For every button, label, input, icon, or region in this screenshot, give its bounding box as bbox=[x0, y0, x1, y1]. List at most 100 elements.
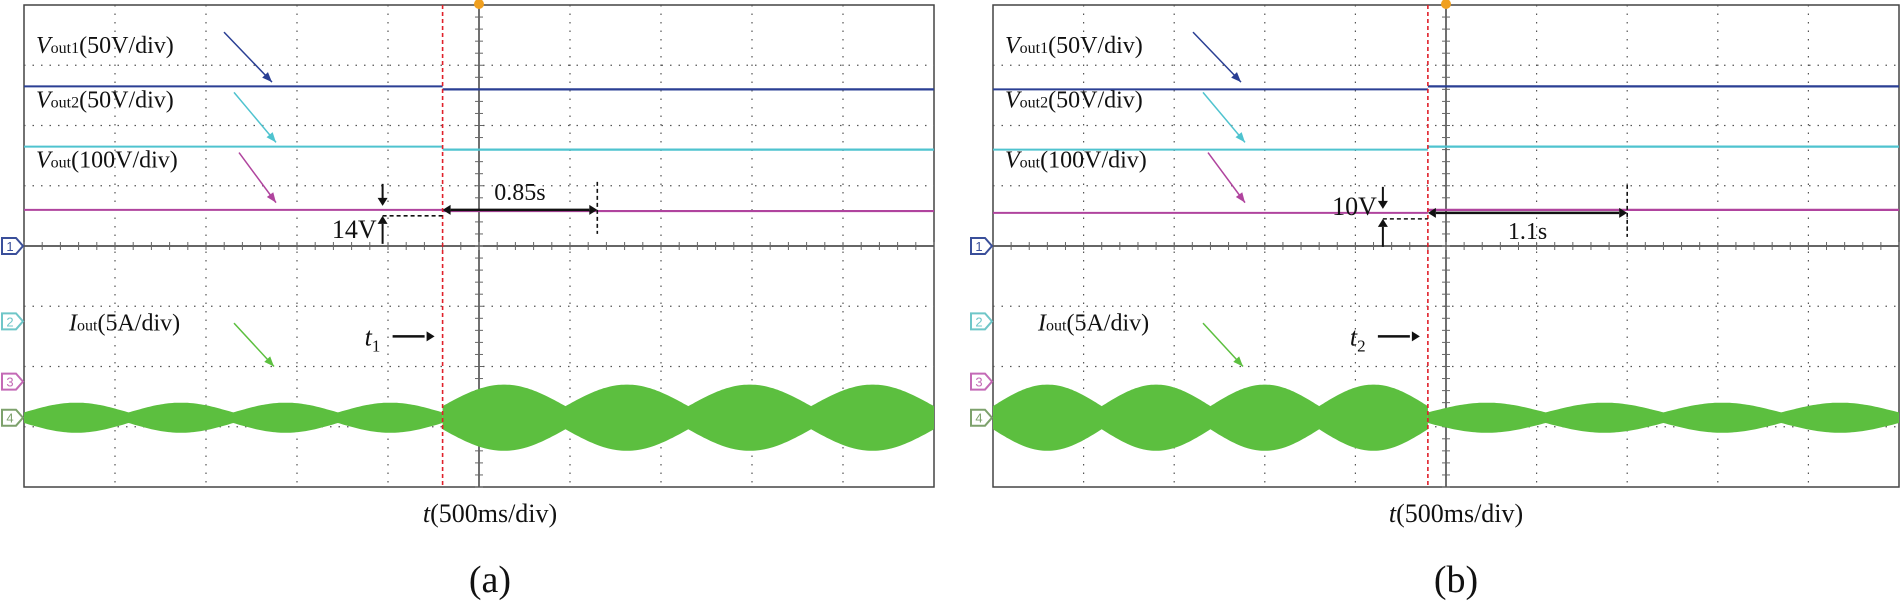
channel-marker-label: 4 bbox=[975, 411, 982, 426]
x-axis-label-var: t bbox=[423, 499, 431, 528]
trace-iout-pre bbox=[24, 402, 443, 433]
event-label-main: t bbox=[365, 322, 373, 351]
dv-arrow-top-head bbox=[377, 197, 388, 206]
dv-arrow-bottom-head bbox=[1377, 218, 1388, 227]
x-axis-label-unit: (500ms/div) bbox=[430, 499, 557, 528]
trace-iout-pre bbox=[993, 384, 1428, 451]
series-label-vout1: Vout1(50V/div) bbox=[1005, 33, 1143, 59]
series-pointer-line bbox=[1202, 91, 1246, 143]
series-pointer-head bbox=[1235, 192, 1245, 203]
series-pointer-head bbox=[1233, 356, 1243, 367]
series-label-iout: Iout(5A/div) bbox=[68, 310, 180, 336]
series-label-sub: out2 bbox=[1020, 94, 1048, 111]
series-label-sub: out bbox=[1046, 317, 1067, 334]
series-label-vout2: Vout2(50V/div) bbox=[1005, 87, 1143, 113]
series-label-main: V bbox=[36, 33, 53, 59]
series-label-main: V bbox=[1005, 148, 1022, 174]
panel-a: 1234Vout1(50V/div)Vout2(50V/div)Vout(100… bbox=[1, 0, 935, 601]
series-label-unit: (100V/div) bbox=[1040, 148, 1147, 174]
channel-marker-label: 1 bbox=[975, 239, 982, 254]
channel-marker-2 bbox=[970, 312, 994, 331]
series-label-unit: (50V/div) bbox=[79, 87, 174, 113]
series-pointer-line bbox=[1192, 31, 1242, 83]
series-label-vout2: Vout2(50V/div) bbox=[36, 87, 174, 113]
series-label-vout: Vout(100V/div) bbox=[1005, 148, 1147, 174]
series-pointer-head bbox=[262, 72, 272, 83]
series-pointer-head bbox=[266, 192, 276, 203]
dt-label: 1.1s bbox=[1508, 219, 1547, 245]
channel-marker-label: 3 bbox=[6, 375, 13, 390]
series-label-unit: (50V/div) bbox=[1048, 87, 1143, 113]
trigger-marker bbox=[1441, 0, 1451, 9]
series-label-main: V bbox=[36, 148, 53, 174]
event-arrow-head bbox=[1411, 331, 1420, 342]
series-pointer-line bbox=[1207, 152, 1246, 204]
series-label-iout: Iout(5A/div) bbox=[1037, 310, 1149, 336]
x-axis-label-var: t bbox=[1389, 499, 1397, 528]
series-label-main: I bbox=[1037, 310, 1047, 336]
trace-iout-post bbox=[442, 384, 934, 451]
channel-marker-label: 2 bbox=[6, 314, 13, 329]
channel-marker-3 bbox=[1, 372, 25, 391]
series-label-sub: out1 bbox=[51, 40, 79, 57]
trigger-marker bbox=[474, 0, 484, 9]
series-pointer-line bbox=[223, 31, 273, 83]
series-label-sub: out bbox=[51, 155, 72, 172]
series-label-unit: (50V/div) bbox=[79, 33, 174, 59]
channel-marker-label: 1 bbox=[6, 239, 13, 254]
series-label-unit: (100V/div) bbox=[71, 148, 178, 174]
panel-label: (a) bbox=[469, 559, 511, 601]
x-axis-label: t(500ms/div) bbox=[1389, 499, 1523, 528]
trace-iout-post bbox=[1427, 402, 1899, 433]
series-pointer-line bbox=[233, 91, 277, 143]
event-label-sub: 1 bbox=[372, 336, 381, 355]
x-axis-label: t(500ms/div) bbox=[423, 499, 557, 528]
series-pointer-line bbox=[238, 152, 277, 204]
series-label-unit: (5A/div) bbox=[97, 310, 180, 336]
series-label-sub: out1 bbox=[1020, 40, 1048, 57]
dt-arrow-head-right bbox=[1619, 207, 1628, 218]
event-arrow-head bbox=[426, 331, 435, 342]
event-label: t1 bbox=[365, 322, 381, 355]
event-label-main: t bbox=[1350, 322, 1358, 351]
dv-arrow-top-head bbox=[1377, 200, 1388, 209]
series-label-sub: out2 bbox=[51, 94, 79, 111]
channel-marker-2 bbox=[1, 312, 25, 331]
dv-label: 10V bbox=[1332, 192, 1377, 221]
panel-b: 1234Vout1(50V/div)Vout2(50V/div)Vout(100… bbox=[970, 0, 1900, 601]
series-label-main: V bbox=[1005, 87, 1022, 113]
channel-marker-label: 2 bbox=[975, 314, 982, 329]
channel-marker-1 bbox=[970, 237, 994, 255]
channel-marker-4 bbox=[1, 408, 25, 427]
dt-arrow-head-right bbox=[589, 204, 598, 215]
series-pointer-head bbox=[264, 356, 274, 367]
panel-label: (b) bbox=[1434, 559, 1478, 601]
channel-marker-1 bbox=[1, 237, 25, 255]
series-label-main: I bbox=[68, 310, 78, 336]
series-pointer-head bbox=[1231, 72, 1241, 83]
dv-arrow-bottom-head bbox=[377, 215, 388, 224]
series-label-unit: (5A/div) bbox=[1066, 310, 1149, 336]
series-label-vout: Vout(100V/div) bbox=[36, 148, 178, 174]
event-label: t2 bbox=[1350, 322, 1366, 355]
channel-marker-4 bbox=[970, 408, 994, 427]
x-axis-label-unit: (500ms/div) bbox=[1396, 499, 1523, 528]
event-label-sub: 2 bbox=[1357, 336, 1366, 355]
dv-label: 14V bbox=[332, 215, 377, 244]
series-label-sub: out bbox=[77, 317, 98, 334]
series-pointer-head bbox=[1235, 132, 1245, 143]
dt-arrow-head-left bbox=[1427, 207, 1436, 218]
dt-label: 0.85s bbox=[494, 180, 545, 206]
channel-marker-3 bbox=[970, 372, 994, 391]
series-label-sub: out bbox=[1020, 155, 1041, 172]
dt-arrow-head-left bbox=[442, 204, 451, 215]
channel-marker-label: 4 bbox=[6, 411, 13, 426]
series-label-unit: (50V/div) bbox=[1048, 33, 1143, 59]
series-pointer-head bbox=[266, 132, 276, 143]
channel-marker-label: 3 bbox=[975, 375, 982, 390]
series-label-vout1: Vout1(50V/div) bbox=[36, 33, 174, 59]
series-label-main: V bbox=[36, 87, 53, 113]
series-label-main: V bbox=[1005, 33, 1022, 59]
